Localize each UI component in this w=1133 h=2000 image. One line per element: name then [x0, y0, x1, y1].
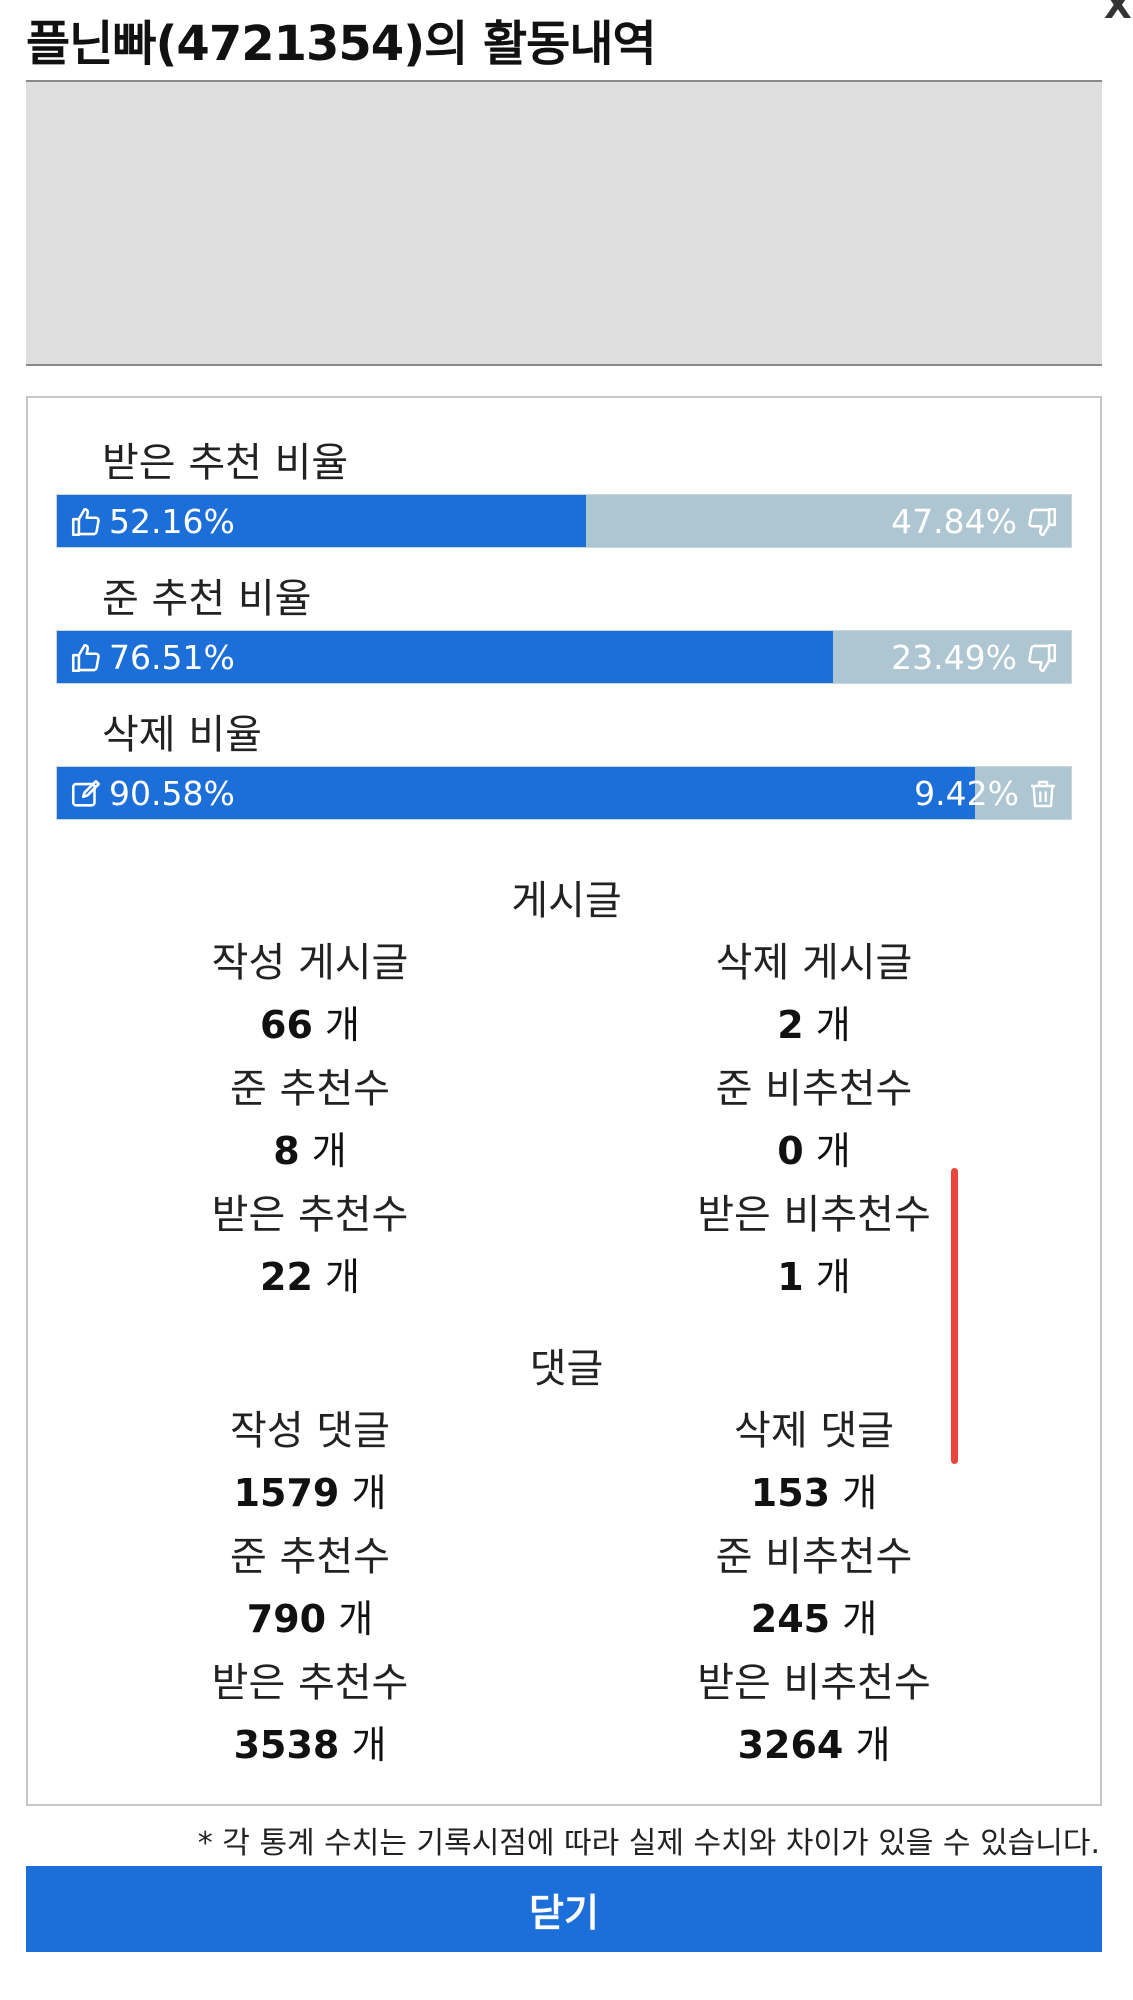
delete-ratio-label: 삭제 비율	[102, 712, 262, 758]
thumbs-up-icon	[69, 505, 103, 539]
given-recommend-ratio-label: 준 추천 비율	[102, 576, 312, 622]
comments-given-recommend-value: 790 개	[246, 1597, 374, 1641]
thumbs-down-icon	[1025, 641, 1059, 675]
received-recommend-ratio-label: 받은 추천 비율	[102, 440, 349, 486]
deleted-percent: 9.42%	[914, 774, 1019, 813]
delete-ratio-fill	[57, 767, 976, 819]
comments-given-not-recommend-label: 준 비추천수	[715, 1534, 913, 1580]
posts-section-title: 게시글	[511, 878, 622, 924]
trash-icon	[1027, 777, 1059, 811]
kept-percent: 90.58%	[109, 774, 235, 813]
thumbs-up-icon	[69, 641, 103, 675]
received-not-recommend-percent: 47.84%	[891, 502, 1017, 541]
ad-placeholder	[26, 80, 1102, 366]
posts-written-value: 66 개	[260, 1003, 360, 1047]
received-recommend-ratio-bar: 52.16% 47.84%	[56, 494, 1072, 548]
posts-given-not-recommend-label: 준 비추천수	[715, 1066, 913, 1112]
comments-written-value: 1579 개	[233, 1471, 387, 1515]
comments-deleted-value: 153 개	[750, 1471, 878, 1515]
posts-deleted-value: 2 개	[777, 1003, 851, 1047]
posts-given-not-recommend-value: 0 개	[777, 1129, 851, 1173]
given-recommend-ratio-bar: 76.51% 23.49%	[56, 630, 1072, 684]
posts-received-recommend-value: 22 개	[260, 1255, 360, 1299]
comments-given-not-recommend-value: 245 개	[750, 1597, 878, 1641]
received-recommend-ratio-fill	[57, 495, 586, 547]
stats-disclaimer: * 각 통계 수치는 기록시점에 따라 실제 수치와 차이가 있을 수 있습니다…	[197, 1826, 1100, 1861]
posts-received-recommend-label: 받은 추천수	[211, 1192, 409, 1238]
comments-given-recommend-label: 준 추천수	[230, 1534, 390, 1580]
close-button[interactable]: 닫기	[26, 1866, 1102, 1952]
comments-received-recommend-value: 3538 개	[233, 1723, 387, 1767]
posts-given-recommend-value: 8 개	[273, 1129, 347, 1173]
posts-received-not-recommend-label: 받은 비추천수	[697, 1192, 931, 1238]
posts-written-label: 작성 게시글	[211, 940, 409, 986]
comments-deleted-label: 삭제 댓글	[734, 1408, 894, 1454]
given-recommend-percent: 76.51%	[109, 638, 235, 677]
edit-icon	[69, 777, 103, 811]
delete-ratio-bar: 90.58% 9.42%	[56, 766, 1072, 820]
comments-received-not-recommend-value: 3264 개	[737, 1723, 891, 1767]
given-not-recommend-percent: 23.49%	[891, 638, 1017, 677]
posts-received-not-recommend-value: 1 개	[777, 1255, 851, 1299]
comments-written-label: 작성 댓글	[230, 1408, 390, 1454]
received-recommend-percent: 52.16%	[109, 502, 235, 541]
comments-received-recommend-label: 받은 추천수	[211, 1660, 409, 1706]
red-annotation-mark	[951, 1168, 958, 1464]
close-icon[interactable]: X	[1104, 0, 1132, 27]
given-recommend-ratio-fill	[57, 631, 833, 683]
comments-received-not-recommend-label: 받은 비추천수	[697, 1660, 931, 1706]
thumbs-down-icon	[1025, 505, 1059, 539]
posts-given-recommend-label: 준 추천수	[230, 1066, 390, 1112]
posts-deleted-label: 삭제 게시글	[715, 940, 913, 986]
page-title: 플닌빠(4721354)의 활동내역	[26, 16, 657, 72]
comments-section-title: 댓글	[529, 1346, 604, 1392]
